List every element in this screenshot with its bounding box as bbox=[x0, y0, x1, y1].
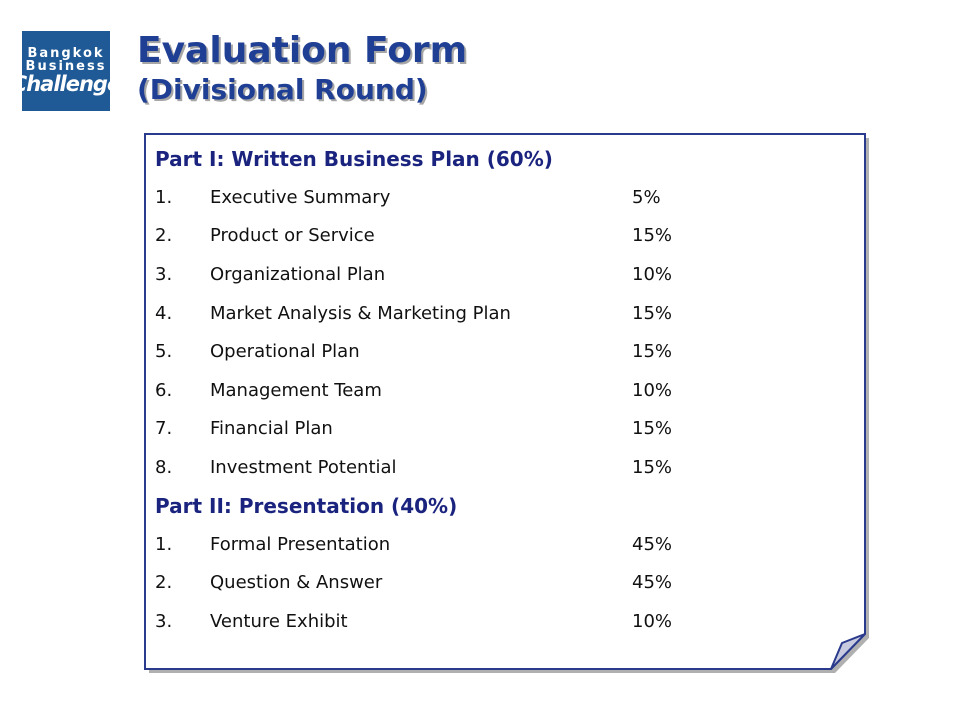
list-item: 5. Operational Plan 15% bbox=[155, 332, 845, 371]
page-title-main: Evaluation Form bbox=[137, 30, 468, 71]
part-1-list: 1. Executive Summary 5% 2. Product or Se… bbox=[155, 178, 845, 487]
item-label: Market Analysis & Marketing Plan bbox=[210, 302, 511, 324]
item-number: 2. bbox=[155, 225, 173, 247]
item-label: Financial Plan bbox=[210, 418, 333, 440]
item-percent: 10% bbox=[632, 610, 673, 632]
item-percent: 10% bbox=[632, 263, 673, 285]
item-percent: 15% bbox=[632, 302, 673, 324]
list-item: 4. Market Analysis & Marketing Plan 15% bbox=[155, 294, 845, 333]
item-percent: 15% bbox=[632, 418, 673, 440]
item-number: 3. bbox=[155, 263, 173, 285]
item-percent: 15% bbox=[632, 225, 673, 247]
item-label: Investment Potential bbox=[210, 456, 397, 478]
bangkok-business-challenge-logo: Bangkok Business Challenge bbox=[12, 31, 121, 111]
list-item: 3. Organizational Plan 10% bbox=[155, 255, 845, 294]
item-label: Management Team bbox=[210, 379, 382, 401]
item-percent: 45% bbox=[632, 533, 673, 555]
part-2-list: 1. Formal Presentation 45% 2. Question &… bbox=[155, 525, 845, 641]
list-item: 1. Formal Presentation 45% bbox=[155, 525, 845, 564]
item-label: Executive Summary bbox=[210, 186, 391, 208]
list-item: 7. Financial Plan 15% bbox=[155, 410, 845, 449]
item-label: Formal Presentation bbox=[210, 533, 391, 555]
list-item: 2. Product or Service 15% bbox=[155, 217, 845, 256]
part-2-heading: Part II: Presentation (40%) bbox=[155, 493, 458, 518]
page-curl bbox=[830, 633, 866, 670]
item-label: Question & Answer bbox=[210, 572, 383, 594]
page-title-sub: (Divisional Round) bbox=[137, 73, 428, 106]
item-number: 8. bbox=[155, 456, 173, 478]
list-item: 3. Venture Exhibit 10% bbox=[155, 602, 845, 641]
evaluation-content: Part I: Written Business Plan (60%) 1. E… bbox=[155, 140, 845, 641]
item-percent: 5% bbox=[632, 186, 661, 208]
item-percent: 45% bbox=[632, 572, 673, 594]
item-percent: 10% bbox=[632, 379, 673, 401]
item-number: 1. bbox=[155, 186, 173, 208]
item-label: Venture Exhibit bbox=[210, 610, 348, 632]
item-number: 6. bbox=[155, 379, 173, 401]
list-item: 8. Investment Potential 15% bbox=[155, 448, 845, 487]
item-label: Operational Plan bbox=[210, 341, 360, 363]
logo-line-1: Bangkok bbox=[27, 46, 105, 61]
item-number: 5. bbox=[155, 341, 173, 363]
list-item: 6. Management Team 10% bbox=[155, 371, 845, 410]
item-number: 4. bbox=[155, 302, 173, 324]
logo-line-3: Challenge bbox=[11, 72, 121, 96]
item-number: 7. bbox=[155, 418, 173, 440]
item-label: Organizational Plan bbox=[210, 263, 386, 285]
item-number: 1. bbox=[155, 533, 173, 555]
list-item: 1. Executive Summary 5% bbox=[155, 178, 845, 217]
page-title: Evaluation Form (Divisional Round) bbox=[137, 30, 467, 108]
logo-line-2: Business bbox=[25, 59, 107, 74]
list-item: 2. Question & Answer 45% bbox=[155, 563, 845, 602]
part-1-heading: Part I: Written Business Plan (60%) bbox=[155, 147, 553, 171]
item-percent: 15% bbox=[632, 456, 673, 478]
item-label: Product or Service bbox=[210, 225, 375, 247]
item-percent: 15% bbox=[632, 341, 673, 363]
item-number: 3. bbox=[155, 610, 173, 632]
item-number: 2. bbox=[155, 572, 173, 594]
